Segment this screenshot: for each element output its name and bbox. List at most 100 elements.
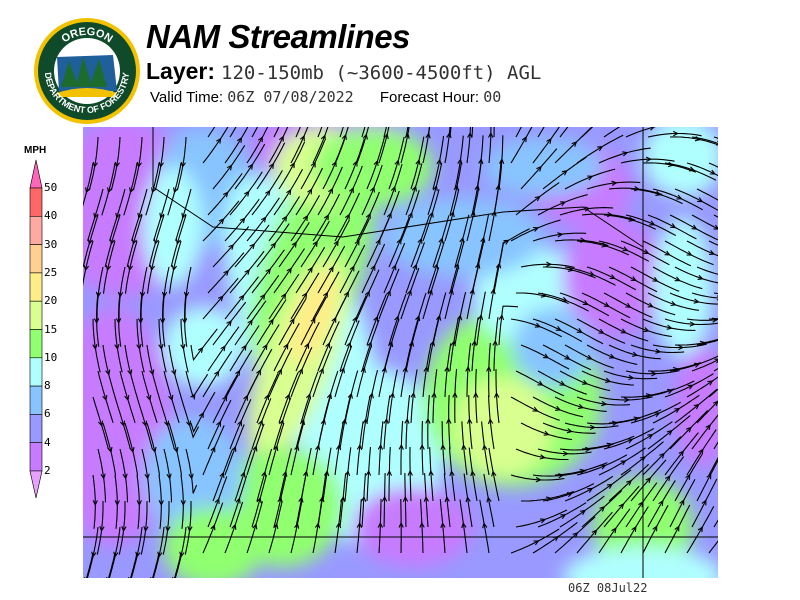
legend-tick-label: 30 [44, 237, 58, 251]
streamline-arrowhead [622, 246, 629, 252]
streamline [229, 475, 248, 528]
streamline-arrowhead [210, 524, 216, 531]
streamline [114, 396, 131, 449]
streamline [696, 459, 718, 502]
streamline [520, 263, 575, 268]
streamline-arrowhead [289, 161, 295, 169]
streamline [542, 483, 595, 502]
streamline [669, 478, 696, 528]
streamline [608, 344, 661, 360]
streamline [603, 370, 658, 380]
streamline [652, 394, 700, 424]
streamline [559, 127, 569, 138]
streamline-arrowhead [628, 374, 635, 381]
streamline-arrowhead [532, 226, 540, 232]
streamline [669, 410, 709, 450]
streamline [83, 214, 99, 268]
streamline-arrowhead [486, 496, 492, 503]
streamline [630, 459, 667, 502]
streamline-arrowhead [650, 371, 658, 377]
streamline-arrowhead [606, 442, 613, 448]
streamline [598, 396, 653, 401]
streamline [145, 162, 160, 216]
streamline [146, 422, 161, 476]
streamline-arrowhead [377, 443, 384, 450]
streamline [268, 422, 285, 476]
streamline-arrowhead [377, 521, 383, 528]
streamline [581, 213, 636, 221]
streamline [510, 318, 562, 338]
streamline [361, 164, 383, 216]
streamline-arrowhead [693, 298, 700, 304]
streamline [620, 506, 649, 554]
streamline-arrowhead [679, 499, 685, 506]
streamline [339, 244, 366, 294]
streamline-arrowhead [607, 211, 614, 218]
streamline-arrowhead [601, 400, 608, 407]
streamline-arrowhead [144, 473, 150, 480]
streamline [554, 239, 609, 247]
streamline [603, 485, 640, 528]
streamline-arrowhead [465, 496, 471, 503]
streamline [620, 388, 675, 398]
streamline-arrowhead [236, 136, 243, 143]
streamline-arrowhead [652, 525, 658, 532]
streamline [642, 162, 697, 173]
streamline [163, 370, 180, 423]
streamline [432, 369, 438, 423]
streamline [669, 214, 718, 241]
streamline [625, 421, 673, 450]
streamline-arrowhead [411, 185, 417, 192]
streamline-arrowhead [362, 133, 368, 140]
streamline-arrowhead [119, 420, 126, 427]
streamline-arrowhead [584, 206, 591, 212]
streamline [300, 371, 319, 424]
streamline-arrowhead [247, 319, 253, 326]
streamline [691, 214, 718, 230]
legend-tick-label: 25 [44, 265, 58, 279]
streamline [356, 421, 364, 476]
streamline [102, 344, 116, 398]
streamline [424, 473, 429, 528]
streamline-arrowhead [652, 276, 659, 282]
streamline [608, 266, 658, 293]
legend-tick-label: 15 [44, 322, 58, 336]
streamline [229, 127, 237, 138]
streamline [251, 474, 268, 528]
streamline-arrowhead [115, 318, 122, 325]
streamline-arrowhead [146, 394, 152, 402]
streamline-arrowhead [609, 353, 616, 359]
streamline [461, 421, 468, 476]
legend-swatch [29, 357, 43, 387]
streamline [521, 490, 575, 502]
streamline [141, 370, 158, 423]
streamline-arrowhead [611, 180, 618, 186]
streamline-arrowhead [402, 495, 409, 502]
streamline-arrowhead [404, 132, 410, 139]
streamline [444, 266, 460, 320]
streamline [168, 240, 182, 294]
streamline-arrowhead [571, 141, 578, 147]
streamline [339, 395, 351, 450]
streamline-arrowhead [124, 394, 130, 402]
streamline [400, 343, 412, 398]
streamline [378, 421, 384, 476]
streamline-arrowhead [670, 301, 677, 307]
streamline [317, 166, 343, 216]
legend-swatch [29, 244, 43, 274]
streamline-arrowhead [582, 300, 589, 305]
streamline [642, 318, 696, 331]
streamline [170, 214, 187, 268]
streamline [268, 273, 300, 320]
streamline-arrowhead [606, 483, 613, 489]
streamline [312, 421, 325, 476]
streamline [273, 323, 300, 372]
streamline-arrowhead [109, 238, 116, 245]
streamline [361, 473, 366, 528]
streamline [647, 214, 697, 240]
streamline-arrowhead [129, 446, 135, 454]
streamline [708, 162, 718, 168]
streamline [136, 474, 140, 529]
streamline-arrowhead [432, 184, 438, 192]
streamline-arrowhead [349, 265, 355, 272]
